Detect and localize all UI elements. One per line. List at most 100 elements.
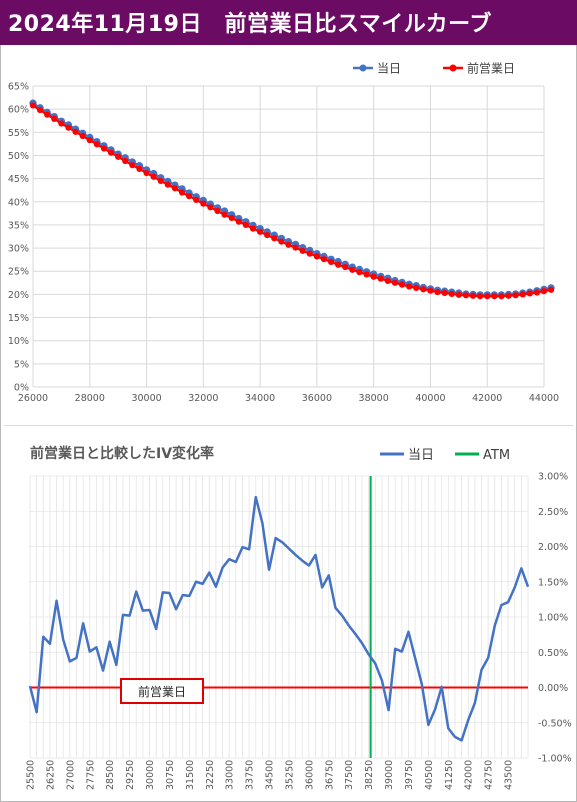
x-tick-label: 37500	[344, 760, 355, 790]
prev-point	[51, 115, 58, 122]
x-tick-label: 38000	[359, 393, 389, 404]
prev-point	[484, 293, 491, 300]
prev-point	[398, 281, 406, 288]
y-tick-label: 0.00%	[538, 683, 568, 694]
prev-point	[306, 250, 313, 257]
prev-point	[505, 292, 512, 299]
y-tick-label: 50%	[8, 151, 29, 162]
y-tick-label: -1.00%	[538, 754, 572, 765]
x-tick-label: 27000	[65, 760, 76, 790]
x-tick-label: 36750	[324, 760, 335, 790]
x-tick-label: 36000	[302, 393, 332, 404]
y-tick-label: 40%	[8, 197, 29, 208]
prev-point	[519, 291, 526, 298]
x-tick-label: 42000	[472, 393, 502, 404]
x-tick-label: 34500	[265, 760, 276, 790]
y-tick-label: 1.00%	[538, 613, 568, 624]
prev-point	[221, 211, 228, 218]
x-tick-label: 42750	[484, 760, 495, 790]
prev-point	[342, 263, 349, 271]
prev-point	[413, 284, 420, 292]
chart-divider	[4, 425, 573, 426]
y-tick-label: 45%	[8, 174, 29, 185]
prev-point	[242, 221, 250, 229]
y-tick-label: 15%	[8, 313, 29, 324]
x-tick-label: 27750	[85, 760, 96, 790]
x-tick-label: 33750	[245, 760, 256, 790]
y-tick-label: 25%	[8, 267, 29, 278]
iv-change-line	[28, 495, 530, 742]
prev-point	[356, 269, 363, 276]
prev-point	[533, 289, 541, 296]
prev-point	[271, 235, 278, 242]
x-tick-label: 41250	[444, 760, 455, 790]
x-tick-label: 31500	[185, 760, 196, 790]
x-tick-label: 26250	[45, 760, 56, 790]
prev-point	[370, 273, 377, 280]
prev-point	[462, 292, 470, 299]
prev-point	[384, 277, 391, 285]
x-tick-label: 28500	[105, 760, 116, 790]
y-tick-label: -0.50%	[538, 718, 572, 729]
prev-point	[93, 141, 100, 148]
prev-point	[136, 165, 143, 172]
x-tick-label: 34000	[245, 393, 275, 404]
prev-point	[363, 271, 370, 278]
prev-point	[278, 238, 285, 245]
x-tick-label: 40000	[415, 393, 445, 404]
x-tick-label: 39000	[384, 760, 395, 790]
prev-point	[150, 173, 157, 180]
prev-point	[526, 290, 533, 297]
prev-point	[313, 253, 320, 260]
y-tick-label: 30%	[8, 244, 29, 255]
x-tick-label: 44000	[529, 393, 559, 404]
x-tick-label: 29250	[125, 760, 136, 790]
prev-point	[100, 145, 108, 152]
x-tick-label: 40500	[424, 760, 435, 790]
x-tick-label: 30000	[145, 760, 156, 790]
y-tick-label: 0%	[14, 383, 29, 394]
x-tick-label: 33000	[225, 760, 236, 790]
prev-point	[207, 204, 214, 211]
prev-point	[86, 137, 93, 144]
prev-point	[72, 128, 79, 135]
title-bar: 2024年11月19日 前営業日比スマイルカーブ	[0, 0, 577, 45]
y-tick-label: 65%	[8, 82, 29, 93]
prev-point	[157, 177, 164, 185]
prev-point	[264, 232, 271, 239]
prev-point	[285, 241, 292, 248]
legend-prev-label: 前営業日	[467, 61, 515, 76]
prev-point	[200, 200, 207, 207]
y-tick-label: 2.50%	[538, 507, 568, 518]
x-tick-label: 43500	[504, 760, 515, 790]
x-tick-label: 39750	[404, 760, 415, 790]
iv-change-chart: 前営業日と比較したIV変化率 3.00% 2.50% 2.00% 1.50% 1.00% 0…	[26, 445, 572, 790]
prev-point	[320, 256, 328, 263]
x-tick-label: 38250	[364, 760, 375, 790]
prev-point	[214, 207, 221, 215]
x-tick-label: 36000	[304, 760, 315, 790]
prev-point	[235, 218, 242, 225]
prev-point	[427, 287, 434, 294]
x-tick-label: 25500	[26, 760, 37, 790]
prev-point	[448, 290, 455, 298]
legend-today-label: 当日	[377, 62, 401, 76]
y-tick-label: 5%	[14, 359, 29, 370]
prev-point	[377, 275, 384, 282]
y-tick-label: 3.00%	[538, 472, 568, 483]
y-tick-label: 35%	[8, 220, 29, 231]
y-tick-label: 0.50%	[538, 648, 568, 659]
x-tick-label: 28000	[75, 393, 105, 404]
prev-point	[186, 193, 193, 200]
prev-point	[164, 181, 171, 188]
prev-point	[65, 124, 72, 131]
prev-point	[29, 102, 37, 109]
y-tick-label: 20%	[8, 290, 29, 301]
prev-point	[491, 293, 498, 300]
prev-point	[406, 283, 413, 290]
prev-point	[122, 157, 129, 165]
x-tick-label: 32250	[205, 760, 216, 790]
prev-point	[292, 244, 299, 251]
prev-point	[193, 196, 200, 204]
x-tick-label: 26000	[18, 393, 48, 404]
